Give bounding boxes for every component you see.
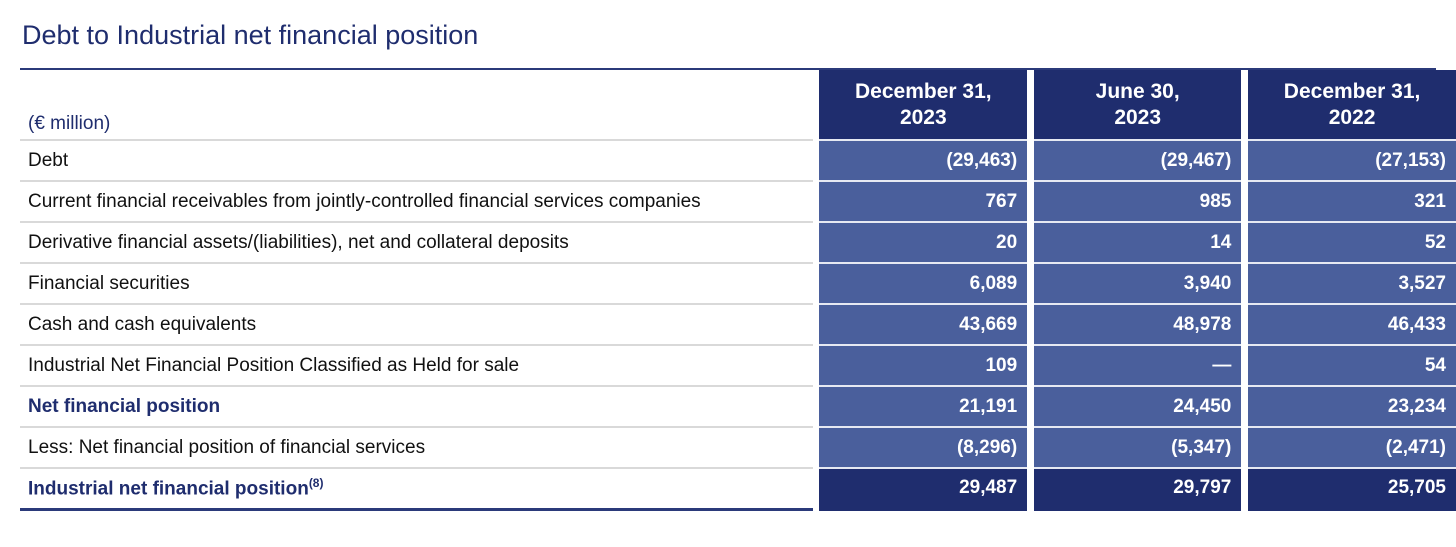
value-cell: (29,467) xyxy=(1034,140,1242,182)
value-cell: 3,527 xyxy=(1248,263,1456,305)
value-cell: (8,296) xyxy=(819,427,1028,469)
value-cell: (29,463) xyxy=(819,140,1028,182)
value-cell: 29,487 xyxy=(819,468,1028,511)
table-row: Debt (29,463) (29,467) (27,153) xyxy=(20,140,1456,182)
row-label: Debt xyxy=(20,140,813,182)
row-label: Net financial position xyxy=(20,386,813,428)
column-header: June 30, 2023 xyxy=(1034,70,1242,141)
value-cell: (5,347) xyxy=(1034,427,1242,469)
table-row: Industrial Net Financial Position Classi… xyxy=(20,345,1456,387)
column-header: December 31, 2022 xyxy=(1248,70,1456,141)
unit-label: (€ million) xyxy=(20,70,813,141)
value-cell: 52 xyxy=(1248,222,1456,264)
value-cell: 23,234 xyxy=(1248,386,1456,428)
row-label: Derivative financial assets/(liabilities… xyxy=(20,222,813,264)
table-title: Debt to Industrial net financial positio… xyxy=(22,20,479,50)
table-row: Cash and cash equivalents 43,669 48,978 … xyxy=(20,304,1456,346)
row-label: Industrial net financial position(8) xyxy=(20,468,813,511)
table-row: Financial securities 6,089 3,940 3,527 xyxy=(20,263,1456,305)
financial-table: (€ million) December 31, 2023 June 30, 2… xyxy=(20,70,1456,511)
table-row: Current financial receivables from joint… xyxy=(20,181,1456,223)
table-row: Net financial position 21,191 24,450 23,… xyxy=(20,386,1456,428)
value-cell: 3,940 xyxy=(1034,263,1242,305)
top-rule xyxy=(20,68,1436,70)
value-cell: 767 xyxy=(819,181,1028,223)
value-cell: 6,089 xyxy=(819,263,1028,305)
value-cell: 46,433 xyxy=(1248,304,1456,346)
value-cell: 14 xyxy=(1034,222,1242,264)
value-cell: 109 xyxy=(819,345,1028,387)
row-label: Financial securities xyxy=(20,263,813,305)
value-cell: 48,978 xyxy=(1034,304,1242,346)
header-row: (€ million) December 31, 2023 June 30, 2… xyxy=(20,70,1456,141)
row-label: Cash and cash equivalents xyxy=(20,304,813,346)
value-cell: 21,191 xyxy=(819,386,1028,428)
value-cell: 985 xyxy=(1034,181,1242,223)
row-label: Current financial receivables from joint… xyxy=(20,181,813,223)
value-cell: (2,471) xyxy=(1248,427,1456,469)
value-cell: — xyxy=(1034,345,1242,387)
value-cell: 321 xyxy=(1248,181,1456,223)
row-label: Less: Net financial position of financia… xyxy=(20,427,813,469)
row-label: Industrial Net Financial Position Classi… xyxy=(20,345,813,387)
value-cell: 20 xyxy=(819,222,1028,264)
table-row-total: Industrial net financial position(8) 29,… xyxy=(20,468,1456,511)
value-cell: 29,797 xyxy=(1034,468,1242,511)
table-row: Derivative financial assets/(liabilities… xyxy=(20,222,1456,264)
value-cell: (27,153) xyxy=(1248,140,1456,182)
value-cell: 43,669 xyxy=(819,304,1028,346)
value-cell: 25,705 xyxy=(1248,468,1456,511)
table-row: Less: Net financial position of financia… xyxy=(20,427,1456,469)
value-cell: 24,450 xyxy=(1034,386,1242,428)
column-header: December 31, 2023 xyxy=(819,70,1028,141)
value-cell: 54 xyxy=(1248,345,1456,387)
footnote-marker: (8) xyxy=(308,476,324,491)
